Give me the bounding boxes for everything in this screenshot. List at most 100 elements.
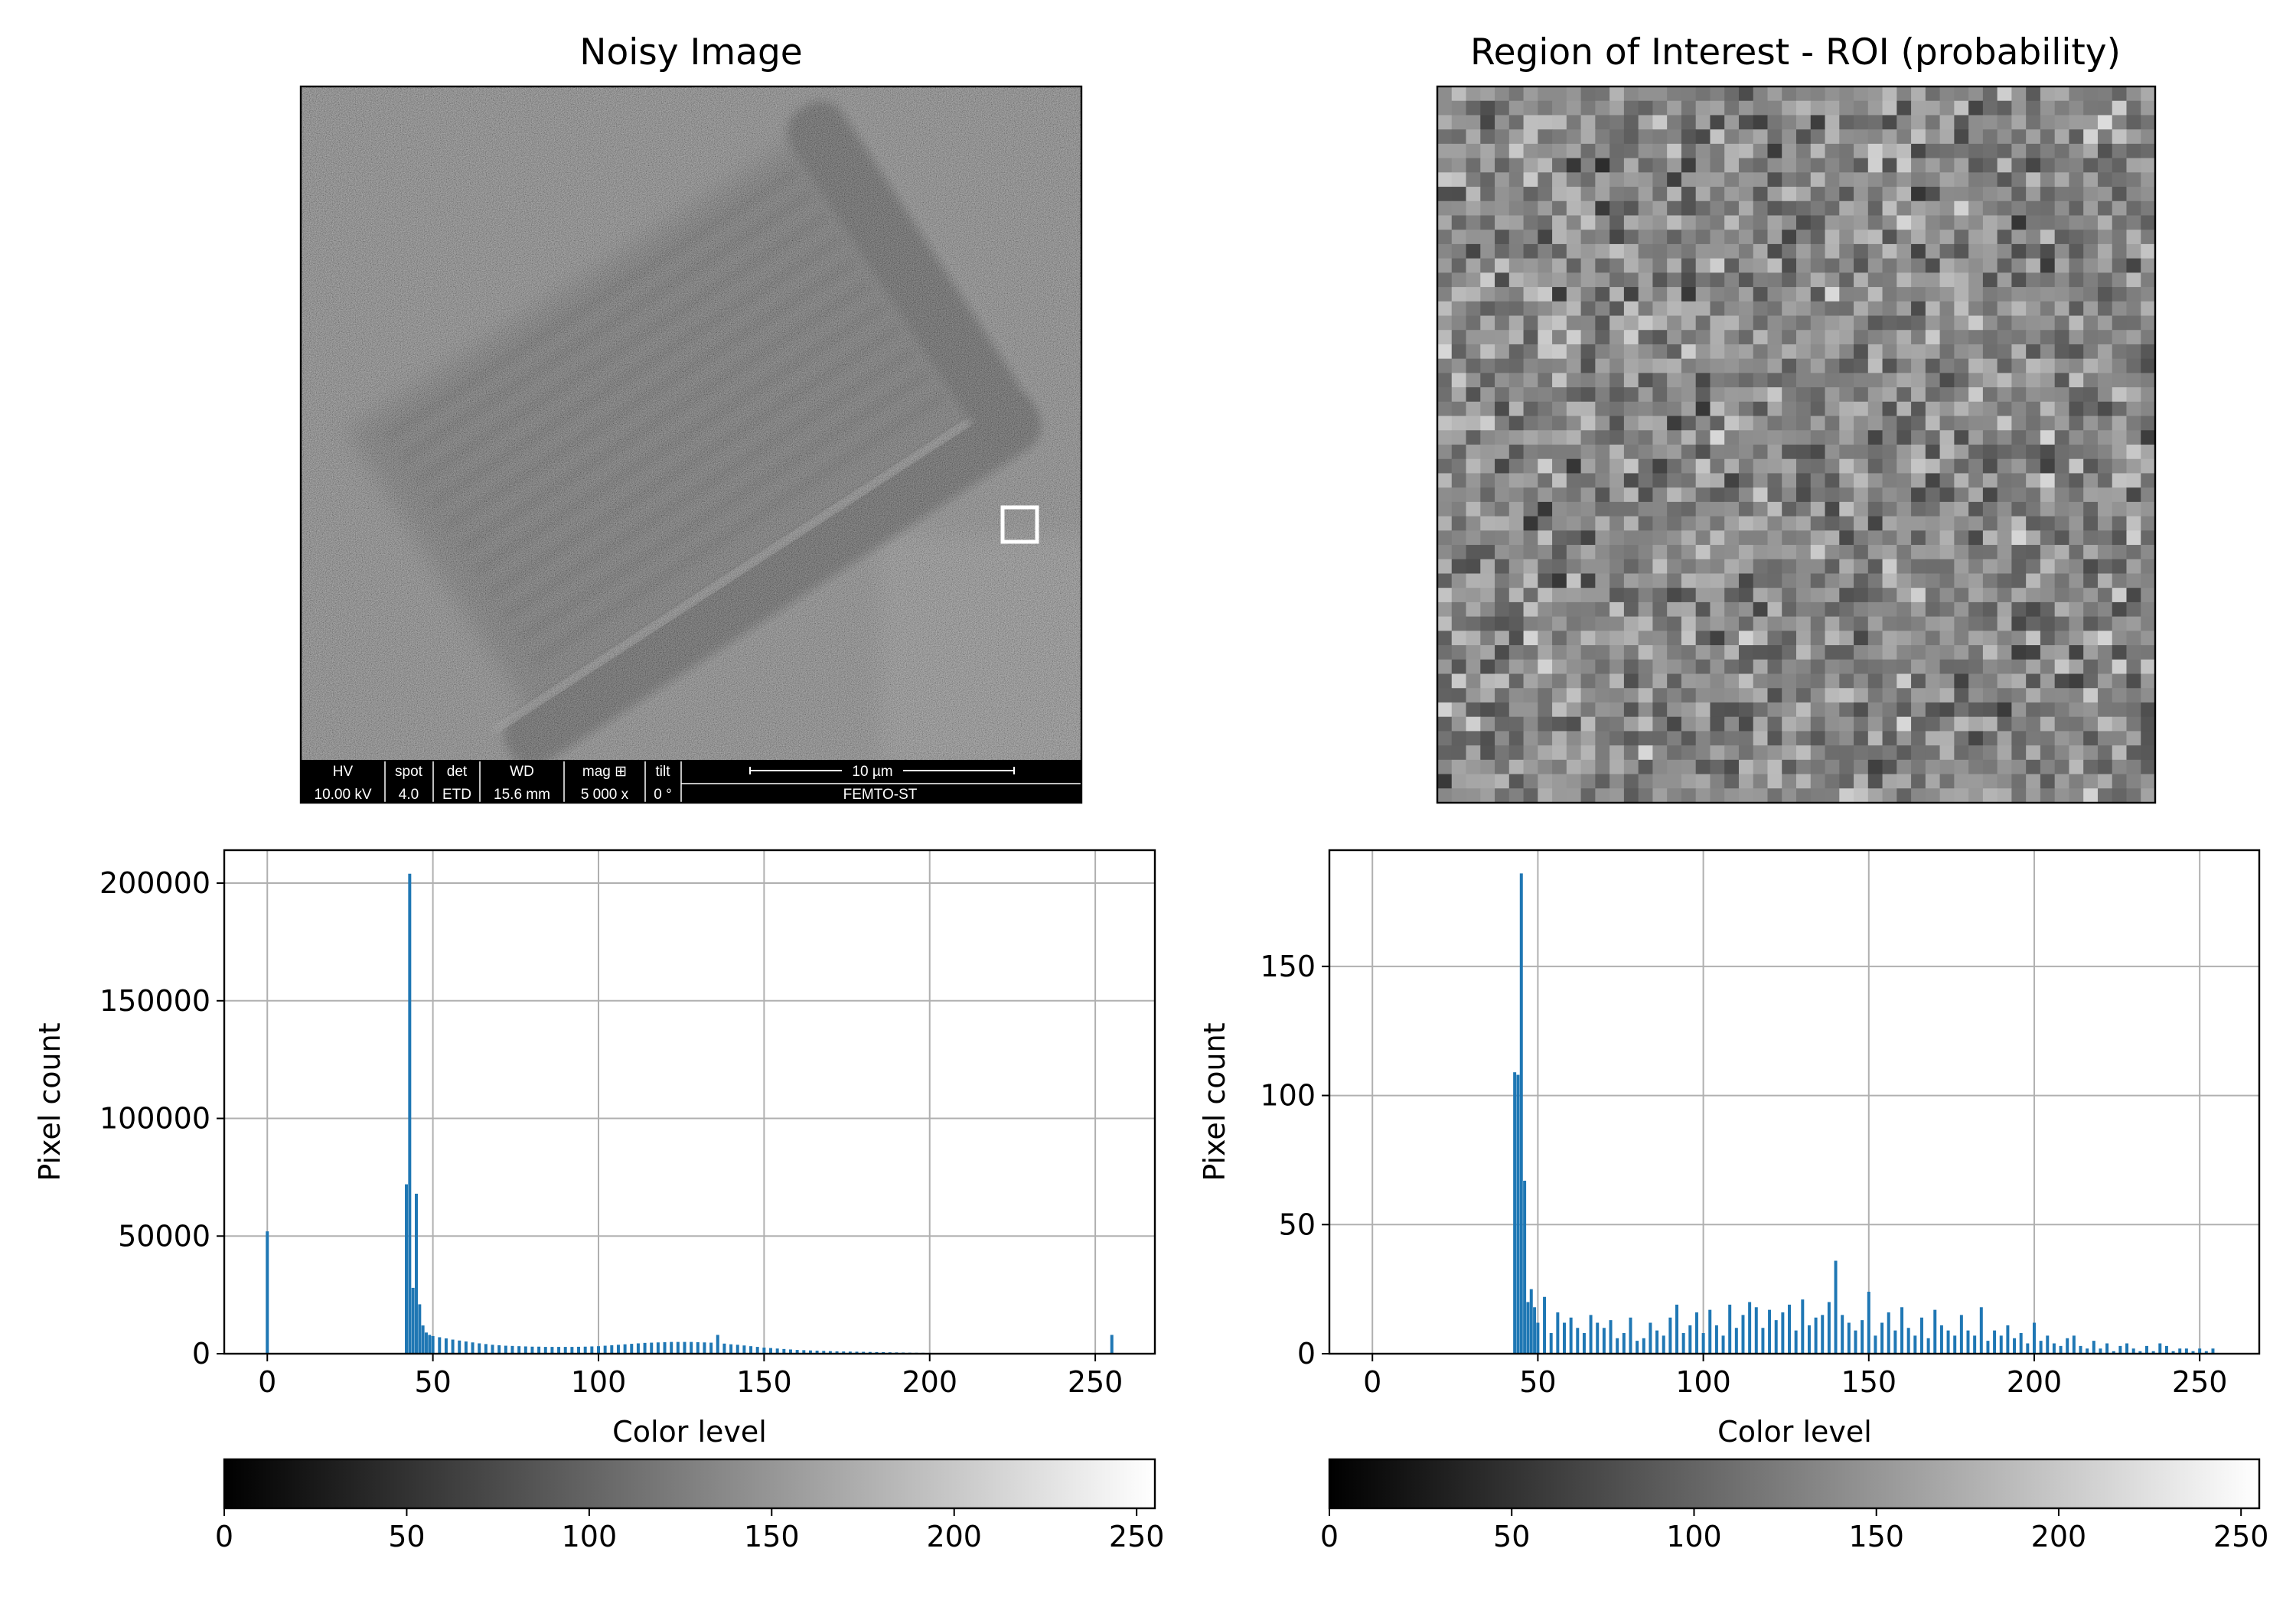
roi-pixel (1480, 716, 1495, 732)
roi-pixel (1882, 172, 1897, 187)
roi-pixel (1839, 258, 1854, 273)
roi-pixel (1911, 172, 1926, 187)
roi-pixel (1609, 788, 1625, 804)
roi-pixel (1782, 143, 1797, 159)
roi-pixel (1839, 200, 1854, 217)
roi-pixel (1882, 315, 1897, 331)
roi-pixel (1997, 315, 2012, 331)
roi-pixel (2026, 774, 2041, 789)
roi-pixel (1782, 731, 1797, 746)
roi-pixel (1437, 258, 1453, 273)
roi-pixel (1939, 358, 1955, 373)
roi-pixel (1782, 272, 1797, 288)
roi-pixel (1724, 100, 1740, 116)
roi-pixel (1595, 287, 1610, 302)
roi-pixel (1451, 158, 1467, 173)
roi-pixel (2069, 143, 2084, 159)
roi-pixel (1681, 387, 1697, 403)
histogram-roi-bar (2046, 1335, 2050, 1354)
roi-pixel (2069, 573, 2084, 588)
roi-pixel (1882, 287, 1897, 302)
roi-pixel (1538, 501, 1553, 517)
roi-pixel (2026, 501, 2041, 517)
histogram-roi-bar (1642, 1338, 1645, 1354)
roi-pixel (1638, 731, 1653, 746)
roi-pixel (1681, 86, 1697, 102)
roi-pixel (1939, 530, 1955, 546)
roi-pixel (1810, 358, 1826, 373)
roi-pixel (1997, 430, 2012, 445)
roi-pixel (1595, 487, 1610, 503)
roi-pixel (1738, 430, 1754, 445)
roi-pixel (1782, 487, 1797, 503)
histogram-roi-bar (2145, 1345, 2148, 1354)
roi-pixel (1867, 759, 1883, 775)
roi-pixel (1595, 759, 1610, 775)
roi-pixel (1552, 315, 1567, 331)
roi-pixel (2011, 100, 2027, 116)
roi-pixel (1882, 702, 1897, 718)
roi-pixel (1566, 545, 1582, 560)
roi-pixel (1480, 616, 1495, 631)
roi-pixel (1566, 458, 1582, 474)
roi-pixel (2141, 230, 2156, 245)
roi-pixel (1825, 688, 1840, 703)
roi-pixel (1566, 530, 1582, 546)
roi-pixel (1437, 158, 1453, 173)
roi-pixel (1997, 287, 2012, 302)
roi-pixel (1609, 616, 1625, 631)
roi-pixel (2040, 115, 2056, 130)
roi-pixel (1954, 516, 1969, 531)
roi-pixel (1925, 645, 1941, 660)
roi-pixel (2011, 230, 2027, 245)
roi-pixel (1925, 330, 1941, 345)
histogram-roi-bar (1781, 1312, 1785, 1354)
roi-pixel (1451, 631, 1467, 646)
roi-pixel (2126, 401, 2141, 417)
roi-pixel (2011, 287, 2027, 302)
roi-pixel (1595, 215, 1610, 230)
roi-pixel (1451, 172, 1467, 187)
histogram-full-bar (769, 1348, 773, 1354)
roi-pixel (1911, 115, 1926, 130)
sem-value-mag: 5 000 x (581, 787, 629, 803)
roi-pixel (1997, 100, 2012, 116)
roi-pixel (1538, 487, 1553, 503)
roi-pixel (1638, 659, 1653, 675)
roi-pixel (1911, 430, 1926, 445)
roi-pixel (1997, 501, 2012, 517)
roi-pixel (1667, 487, 1682, 503)
roi-pixel (1451, 487, 1467, 503)
roi-pixel (1911, 774, 1926, 789)
roi-pixel (1695, 416, 1711, 431)
histogram-roi-bar (1973, 1335, 1977, 1354)
roi-pixel (1437, 272, 1453, 288)
roi-pixel (1782, 330, 1797, 345)
roi-pixel (1523, 315, 1538, 331)
roi-pixel (1652, 774, 1668, 789)
roi-pixel (1495, 473, 1510, 488)
roi-pixel (1796, 445, 1812, 460)
histogram-roi-ytick-label: 0 (1297, 1337, 1316, 1371)
roi-pixel (1767, 129, 1782, 145)
roi-pixel (1982, 774, 1998, 789)
roi-pixel (1437, 100, 1453, 116)
roi-pixel (2011, 458, 2027, 474)
roi-pixel (1508, 86, 1525, 102)
roi-pixel (2026, 143, 2041, 159)
roi-pixel (2112, 774, 2128, 789)
roi-pixel (1480, 287, 1495, 302)
sem-value-wd: 15.6 mm (494, 787, 550, 803)
histogram-roi-bar (1807, 1325, 1811, 1354)
roi-pixel (1667, 588, 1682, 603)
roi-pixel (2083, 545, 2099, 560)
histogram-roi-bar (1563, 1322, 1566, 1354)
roi-pixel (1552, 358, 1567, 373)
roi-pixel (2054, 445, 2070, 460)
roi-pixel (1451, 516, 1467, 531)
roi-pixel (1480, 673, 1495, 689)
histogram-full-bar (424, 1332, 428, 1354)
roi-pixel (1466, 115, 1481, 130)
roi-pixel (1595, 702, 1610, 718)
roi-pixel (1925, 100, 1941, 116)
